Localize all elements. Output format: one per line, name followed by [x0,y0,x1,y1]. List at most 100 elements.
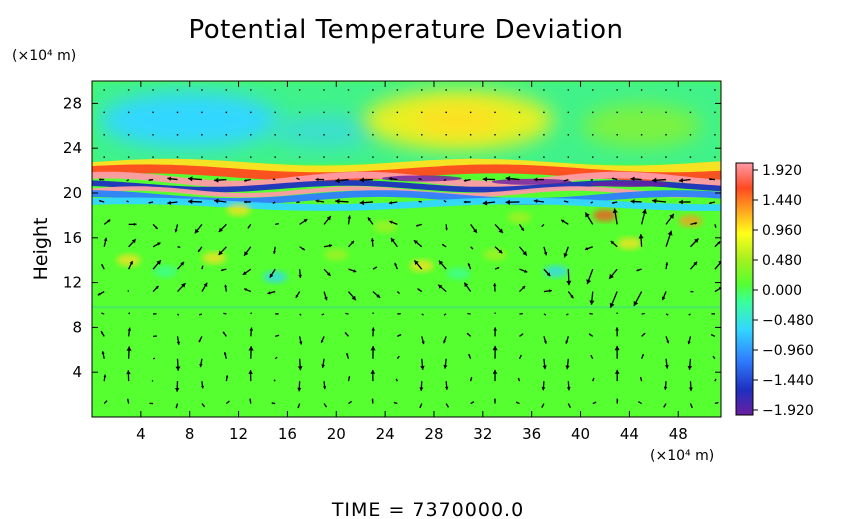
vector-arrowhead [315,199,319,203]
vector-dot [445,156,447,158]
colorbar-tick-label: −1.920 [762,403,814,419]
vector-arrowhead [370,345,376,351]
vector-arrowhead [718,287,721,291]
vector-dot [518,89,521,91]
vector-arrowhead [652,177,657,183]
vector-arrowhead [297,406,300,409]
vector-dot [127,156,130,158]
vector-arrowhead [277,223,279,225]
vector-arrowhead [566,280,572,286]
vector-arrowhead [350,401,352,403]
mid-level-patch [446,267,471,280]
vector-dot [592,89,594,91]
vector-dot [665,89,667,91]
vector-dot [567,134,570,136]
vector-arrowhead [663,405,666,408]
vector-arrowhead [417,288,420,291]
vector-arrowhead [99,200,102,203]
x-tick-label: 16 [278,425,297,443]
vector-dot [469,89,472,91]
vector-arrowhead [388,176,393,181]
vector-dot [592,111,594,114]
vector-arrowhead [175,388,180,392]
vector-dot [543,111,545,114]
vector-arrowhead [505,199,510,205]
vector-arrowhead [126,370,131,375]
y-tick-label: 16 [63,229,82,247]
vector-arrowhead [640,377,642,379]
vector-dot [640,111,643,114]
vector-dot [543,89,545,91]
vector-arrowhead [167,176,172,181]
colorbar-tick-label: 0.000 [762,283,802,299]
vector-arrowhead [244,251,249,256]
plot-frame [91,80,722,418]
y-tick-label: 20 [63,184,82,202]
vector-arrowhead [99,178,101,181]
vector-arrowhead [371,398,374,401]
vector-dot [152,111,154,114]
vector-arrowhead [522,251,527,256]
vector-arrowhead [188,176,193,182]
vector-arrowhead [127,327,132,331]
vector-arrowhead [715,378,717,380]
vector-arrowhead [541,405,544,408]
vector-arrowhead [492,345,498,351]
vector-arrowhead [249,327,254,331]
mid-level-patch [373,220,398,233]
vector-arrowhead [493,327,498,331]
vector-arrowhead [297,366,303,371]
x-tick-label: 40 [571,425,590,443]
vector-arrowhead [443,200,445,202]
vector-arrowhead [563,200,566,203]
vector-arrowhead [630,199,635,204]
vector-arrowhead [643,312,645,315]
vector-dot [616,134,618,136]
vector-arrowhead [590,355,593,357]
vector-arrowhead [101,312,103,315]
vector-arrowhead [214,198,219,204]
vector-arrowhead [324,405,327,408]
vector-arrowhead [272,178,274,180]
colorbar [735,162,754,416]
vector-dot [543,134,545,136]
vector-arrowhead [566,387,571,391]
colorbar-tick-label: 0.480 [762,253,802,269]
vector-arrowhead [227,400,230,403]
vector-arrowhead [200,385,205,389]
x-unit-label: (×10⁴ m) [650,448,714,464]
vector-arrowhead [247,226,250,229]
colorbar-tick-label: −1.440 [762,373,814,389]
colorbar-tick-label: 1.440 [762,193,802,209]
vector-arrowhead [716,402,719,404]
time-readout: TIME = 7370000.0 [331,499,524,519]
vector-dot [469,156,472,158]
vector-dot [616,156,618,158]
cold-cell-tail [269,115,380,148]
vector-arrowhead [687,341,691,345]
vector-arrowhead [493,398,496,401]
vector-arrowhead [272,202,274,204]
vector-arrowhead [518,377,520,380]
vector-dot [298,156,301,158]
vector-arrowhead [612,208,618,214]
vector-dot [250,89,252,91]
vector-arrowhead [276,357,278,359]
vector-arrowhead [589,313,591,315]
vector-dot [421,89,423,91]
vector-arrowhead [376,294,381,298]
vector-arrowhead [463,200,467,204]
vector-arrowhead [367,217,372,221]
vector-dot [176,134,179,136]
vector-arrowhead [422,314,424,316]
vector-dot [103,156,105,158]
vector-dot [714,111,716,114]
vector-dot [225,89,228,91]
vector-arrowhead [592,377,595,380]
vector-arrowhead [445,228,448,231]
vector-arrowhead [521,313,523,315]
vector-arrowhead [148,201,151,204]
vector-arrowhead [274,379,275,381]
vector-dot [616,89,618,91]
vector-arrowhead [97,292,101,296]
